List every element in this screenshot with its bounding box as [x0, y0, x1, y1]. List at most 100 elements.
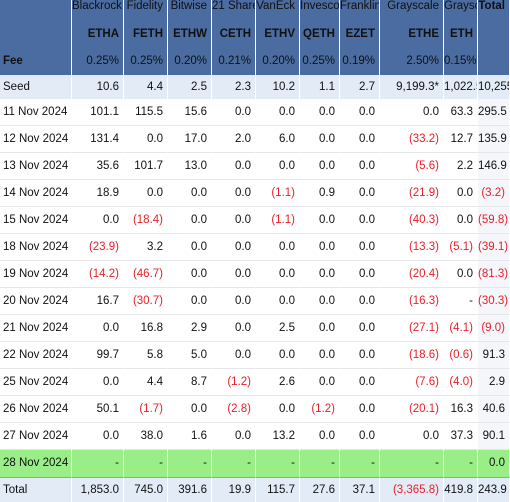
seed-row: Seed 10.6 4.4 2.5 2.3 10.2 1.1 2.7 9,199.3* 1,022…: [0, 75, 510, 99]
flow-value: 63.3: [444, 99, 478, 126]
fee-label: Fee: [0, 46, 72, 75]
total-value: 19.9: [212, 477, 256, 502]
flow-value: 0.0: [124, 126, 168, 153]
seed-value: 4.4: [124, 75, 168, 99]
row-date: 26 Nov 2024: [0, 396, 72, 423]
flow-value: 0.0: [212, 153, 256, 180]
total-value: 1,853.0: [72, 477, 124, 502]
flow-value: 0.0: [340, 261, 380, 288]
row-date: 14 Nov 2024: [0, 180, 72, 207]
ticker-header-row: ETHA FETH ETHW CETH ETHV QETH EZET ETHE ETH: [0, 22, 510, 46]
flow-value: 5.0: [168, 342, 212, 369]
flow-value: 0.0: [300, 99, 340, 126]
flow-value: -: [444, 450, 478, 477]
flow-value: 5.8: [124, 342, 168, 369]
table-row: 18 Nov 2024 (23.9) 3.2 0.0 0.0 0.0 0.0 0.0 (13.3…: [0, 234, 510, 261]
ticker-symbol: ETHW: [168, 22, 212, 46]
flow-value: 101.7: [124, 153, 168, 180]
table-row: 27 Nov 2024 0.0 38.0 1.6 0.0 13.2 0.0 0.0 0.0 37.…: [0, 423, 510, 450]
table-row: 21 Nov 2024 0.0 16.8 2.9 0.0 2.5 0.0 0.0 (27.1)(…: [0, 315, 510, 342]
issuer-name: Grayscale: [380, 0, 444, 22]
row-date: 12 Nov 2024: [0, 126, 72, 153]
row-total: 2.9: [478, 369, 510, 396]
row-date: 13 Nov 2024: [0, 153, 72, 180]
row-total: (3.2): [478, 180, 510, 207]
flow-value: 0.0: [124, 180, 168, 207]
row-total: (59.8): [478, 207, 510, 234]
flow-value: 3.2: [124, 234, 168, 261]
flow-value: (2.8): [212, 396, 256, 423]
flow-value: 0.0: [256, 99, 300, 126]
flow-value: 0.0: [340, 288, 380, 315]
flow-value: 0.0: [340, 369, 380, 396]
ticker-symbol: CETH: [212, 22, 256, 46]
flow-value: 0.0: [340, 342, 380, 369]
flow-value: 0.0: [300, 423, 340, 450]
seed-value: 10.6: [72, 75, 124, 99]
issuer-name: Fidelity: [124, 0, 168, 22]
row-total: (81.3): [478, 261, 510, 288]
table-row: 28 Nov 2024- - - - - - - - -0.0: [0, 450, 510, 477]
total-label: Total: [0, 477, 72, 502]
flow-value: 2.6: [256, 369, 300, 396]
flow-value: 0.0: [340, 99, 380, 126]
flow-value: 0.0: [72, 423, 124, 450]
flow-value: 0.0: [212, 234, 256, 261]
total-value: 37.1: [340, 477, 380, 502]
flow-value: (4.1): [444, 315, 478, 342]
flow-value: (33.2): [380, 126, 444, 153]
flow-value: 0.0: [72, 369, 124, 396]
flow-value: (1.2): [300, 396, 340, 423]
seed-value: 1.1: [300, 75, 340, 99]
table-row: 15 Nov 2024 0.0 (18.4) 0.0 0.0 (1.1) 0.0 0.0 (40…: [0, 207, 510, 234]
row-date: 27 Nov 2024: [0, 423, 72, 450]
total-column-header: Total: [478, 0, 510, 22]
flow-value: 0.0: [380, 99, 444, 126]
flow-value: 0.0: [212, 261, 256, 288]
flow-value: 0.0: [340, 207, 380, 234]
row-total: 91.3: [478, 342, 510, 369]
row-total: (39.1): [478, 234, 510, 261]
flow-value: 0.0: [212, 423, 256, 450]
total-value: 391.6: [168, 477, 212, 502]
flow-value: 4.4: [124, 369, 168, 396]
flow-value: 0.0: [212, 288, 256, 315]
flow-value: 35.6: [72, 153, 124, 180]
seed-value: 2.7: [340, 75, 380, 99]
flow-value: 2.9: [168, 315, 212, 342]
issuer-name: Blackrock: [72, 0, 124, 22]
ticker-symbol: ETH: [444, 22, 478, 46]
row-date: 11 Nov 2024: [0, 99, 72, 126]
flow-value: 0.0: [300, 315, 340, 342]
flow-value: (46.7): [124, 261, 168, 288]
total-value: 115.7: [256, 477, 300, 502]
flow-value: -: [212, 450, 256, 477]
flow-value: 0.0: [340, 180, 380, 207]
row-total: 90.1: [478, 423, 510, 450]
fee-value: 0.21%: [212, 46, 256, 75]
total-value: 745.0: [124, 477, 168, 502]
flow-value: 0.0: [168, 396, 212, 423]
flow-value: 0.0: [340, 234, 380, 261]
flow-value: (1.2): [212, 369, 256, 396]
fee-value: 0.20%: [256, 46, 300, 75]
seed-value: 1,022.5*: [444, 75, 478, 99]
flow-value: (21.9): [380, 180, 444, 207]
flow-value: 0.0: [300, 126, 340, 153]
flow-value: 131.4: [72, 126, 124, 153]
flow-value: 0.0: [444, 207, 478, 234]
fee-value: 0.25%: [72, 46, 124, 75]
flow-value: 6.0: [256, 126, 300, 153]
issuer-name: Franklin: [340, 0, 380, 22]
row-total: 295.5: [478, 99, 510, 126]
total-value: 243.9: [478, 477, 510, 502]
ticker-symbol: QETH: [300, 22, 340, 46]
ticker-symbol: EZET: [340, 22, 380, 46]
flow-value: 16.7: [72, 288, 124, 315]
flow-value: 0.0: [300, 288, 340, 315]
flow-value: 0.0: [300, 369, 340, 396]
table-row: 20 Nov 2024 16.7 (30.7) 0.0 0.0 0.0 0.0 0.0 (16.…: [0, 288, 510, 315]
fee-total-cell: [478, 46, 510, 75]
flow-value: (16.3): [380, 288, 444, 315]
row-date: 28 Nov 2024: [0, 450, 72, 477]
